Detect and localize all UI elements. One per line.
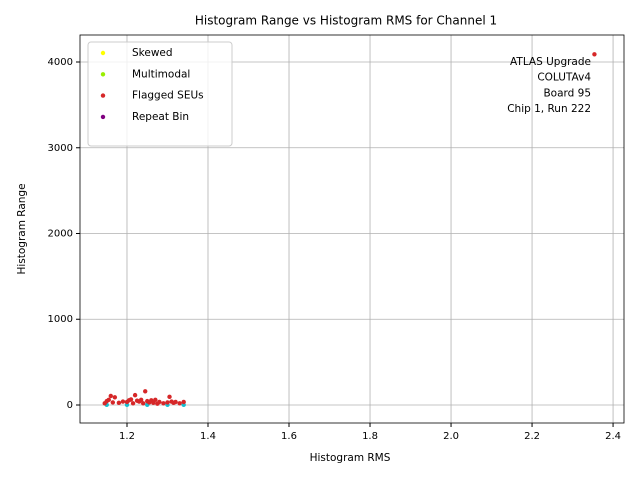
- point: [106, 397, 111, 403]
- point: [116, 400, 122, 406]
- annotation: Chip 1, Run 222: [507, 103, 591, 115]
- annotation: Board 95: [543, 87, 591, 99]
- legend-marker: [100, 72, 106, 77]
- point: [143, 389, 148, 394]
- legend-marker: [100, 50, 106, 56]
- x-tick-label: 2.4: [605, 431, 621, 442]
- point: [181, 399, 186, 405]
- y-tick-label: 1000: [48, 314, 73, 325]
- point: [108, 393, 113, 399]
- point: [132, 392, 138, 398]
- legend-box: [87, 41, 233, 147]
- plot-frame: [79, 34, 625, 424]
- point: [173, 399, 178, 405]
- point: [112, 395, 118, 400]
- annotation: COLUTAv4: [537, 72, 591, 84]
- x-tick-label: 2.0: [443, 431, 459, 442]
- legend-label: Multimodal: [132, 68, 190, 80]
- point: [120, 399, 126, 404]
- chart-title: Histogram Range vs Histogram RMS for Cha…: [195, 14, 497, 28]
- point: [110, 400, 116, 405]
- y-tick-label: 4000: [48, 57, 73, 68]
- point: [161, 401, 166, 406]
- annotation: ATLAS Upgrade: [510, 56, 591, 68]
- legend-label: Repeat Bin: [132, 111, 189, 123]
- legend-label: Flagged SEUs: [132, 90, 204, 102]
- x-tick-label: 2.2: [524, 431, 540, 442]
- point: [153, 397, 158, 403]
- x-tick-label: 1.8: [362, 431, 378, 442]
- y-axis-label: Histogram Range: [16, 183, 28, 274]
- point: [140, 401, 146, 406]
- point: [167, 394, 172, 400]
- point: [592, 52, 597, 57]
- x-tick-label: 1.2: [119, 431, 135, 442]
- point: [157, 399, 162, 405]
- x-tick-label: 1.4: [200, 431, 216, 442]
- y-tick-label: 2000: [48, 229, 73, 240]
- point: [177, 401, 182, 406]
- legend-marker: [100, 114, 106, 120]
- y-tick-label: 0: [67, 400, 73, 411]
- legend-marker: [100, 93, 106, 98]
- point: [138, 397, 144, 403]
- point: [130, 401, 136, 406]
- point: [128, 397, 134, 402]
- legend-label: Skewed: [132, 47, 173, 59]
- x-tick-label: 1.6: [281, 431, 297, 442]
- point: [165, 400, 170, 405]
- y-tick-label: 3000: [48, 143, 73, 154]
- x-axis-label: Histogram RMS: [310, 452, 391, 464]
